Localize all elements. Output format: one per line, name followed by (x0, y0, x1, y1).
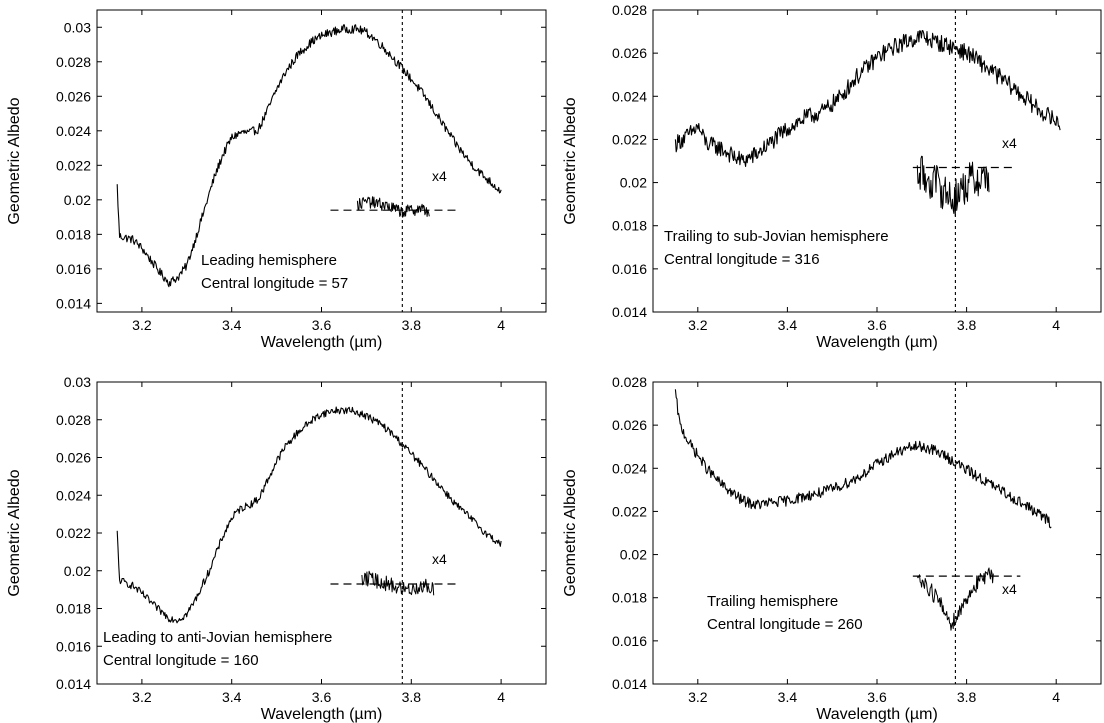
y-tick-label: 0.03 (64, 19, 91, 35)
x-tick-label: 3.4 (778, 317, 798, 333)
y-tick-label: 0.02 (64, 192, 91, 208)
y-tick-label: 0.024 (612, 460, 647, 476)
x-tick-label: 3.8 (957, 317, 977, 333)
x-axis-label: Wavelength (µm) (261, 334, 383, 351)
y-tick-label: 0.014 (612, 304, 647, 320)
y-tick-label: 0.02 (620, 175, 647, 191)
spectrum-line (116, 24, 502, 288)
y-axis-label: Geometric Albedo (562, 469, 579, 596)
panel-2: 3.2 3.4 3.6 3.8 4 0.014 0.016 0.018 0.02 0.022 0.0… (562, 2, 1102, 351)
x-tick-label: 3.2 (132, 317, 152, 333)
y-axis-label: Geometric Albedo (6, 97, 23, 224)
multiplier-label: x4 (432, 551, 447, 567)
x-tick-label: 3.2 (688, 317, 708, 333)
y-tick-label: 0.022 (612, 131, 647, 147)
y-tick-label: 0.028 (612, 2, 647, 18)
y-tick-label: 0.016 (612, 633, 647, 649)
x-tick-label: 3.4 (222, 689, 242, 705)
y-tick-label: 0.022 (56, 525, 91, 541)
inset-spectrum-line (916, 155, 990, 217)
y-tick-label: 0.016 (56, 638, 91, 654)
x-tick-label: 3.2 (688, 689, 708, 705)
y-tick-label: 0.024 (56, 123, 91, 139)
y-tick-label: 0.014 (56, 295, 91, 311)
hemisphere-label: Leading hemisphere (201, 252, 337, 269)
y-tick-label: 0.028 (56, 412, 91, 428)
y-tick-label: 0.022 (612, 503, 647, 519)
y-tick-label: 0.022 (56, 157, 91, 173)
x-tick-label: 3.6 (312, 689, 332, 705)
y-axis-label: Geometric Albedo (562, 97, 579, 224)
y-tick-label: 0.024 (56, 487, 91, 503)
hemisphere-label: Leading to anti-Jovian hemisphere (103, 629, 332, 646)
y-tick-label: 0.026 (612, 417, 647, 433)
x-axis-label: Wavelength (µm) (816, 706, 938, 723)
inset-spectrum-line (361, 570, 435, 596)
hemisphere-label: Trailing to sub-Jovian hemisphere (664, 228, 889, 245)
longitude-label: Central longitude = 160 (103, 652, 259, 669)
y-tick-label: 0.014 (56, 676, 91, 692)
plot-frame (652, 381, 1102, 685)
x-tick-label: 4 (1052, 317, 1060, 333)
y-tick-label: 0.028 (612, 374, 647, 390)
x-tick-label: 3.8 (957, 689, 977, 705)
x-axis-label: Wavelength (µm) (816, 334, 938, 351)
y-axis-label: Geometric Albedo (6, 469, 23, 596)
y-tick-label: 0.016 (56, 261, 91, 277)
x-tick-label: 3.6 (312, 317, 332, 333)
x-tick-label: 3.8 (402, 689, 422, 705)
y-tick-label: 0.02 (64, 563, 91, 579)
spectrum-line (116, 406, 502, 624)
y-tick-label: 0.018 (56, 601, 91, 617)
hemisphere-label: Trailing hemisphere (707, 593, 838, 610)
y-tick-label: 0.026 (56, 450, 91, 466)
y-tick-label: 0.018 (612, 590, 647, 606)
multiplier-label: x4 (1002, 135, 1017, 151)
x-tick-label: 3.4 (778, 689, 798, 705)
y-tick-label: 0.014 (612, 676, 647, 692)
x-tick-label: 4 (1052, 689, 1060, 705)
x-tick-label: 3.6 (867, 689, 887, 705)
longitude-label: Central longitude = 57 (201, 275, 348, 292)
multiplier-label: x4 (1002, 581, 1017, 597)
y-tick-label: 0.026 (612, 45, 647, 61)
x-tick-label: 4 (497, 317, 505, 333)
x-tick-label: 3.6 (867, 317, 887, 333)
x-tick-label: 3.2 (132, 689, 152, 705)
panel-1: 3.2 3.4 3.6 3.8 4 0.014 0.016 0.018 0.02 0.022 0.0… (6, 9, 547, 351)
y-tick-label: 0.03 (64, 374, 91, 390)
y-tick-label: 0.018 (56, 226, 91, 242)
longitude-label: Central longitude = 260 (707, 616, 863, 633)
x-axis-label: Wavelength (µm) (261, 706, 383, 723)
y-tick-label: 0.016 (612, 261, 647, 277)
y-tick-label: 0.028 (56, 54, 91, 70)
inset-spectrum-line (356, 196, 430, 218)
x-tick-label: 3.4 (222, 317, 242, 333)
x-tick-label: 4 (497, 689, 505, 705)
y-tick-label: 0.026 (56, 88, 91, 104)
x-tick-label: 3.8 (402, 317, 422, 333)
multiplier-label: x4 (432, 168, 447, 184)
spectrum-line (674, 389, 1052, 529)
y-tick-label: 0.018 (612, 218, 647, 234)
spectrum-line (674, 29, 1061, 167)
y-tick-label: 0.02 (620, 547, 647, 563)
longitude-label: Central longitude = 316 (664, 251, 820, 268)
y-tick-label: 0.024 (612, 88, 647, 104)
panel-3: 3.2 3.4 3.6 3.8 4 0.014 0.016 0.018 0.02 0.022 0.0… (6, 374, 547, 723)
panel-4: 3.2 3.4 3.6 3.8 4 0.014 0.016 0.018 0.02 0.022 0.0… (562, 374, 1102, 723)
